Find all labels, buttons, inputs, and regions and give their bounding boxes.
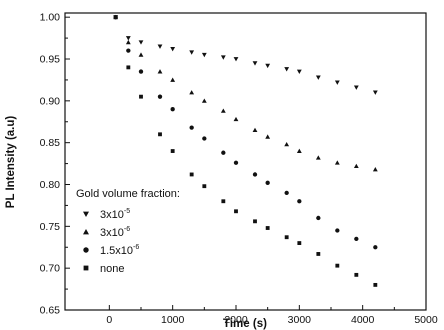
- data-point: [221, 199, 226, 204]
- y-tick-label: 0.85: [40, 137, 61, 149]
- y-tick-label: 1.00: [40, 12, 61, 24]
- data-point: [265, 180, 270, 185]
- y-tick-label: 0.80: [40, 179, 61, 191]
- data-point: [373, 282, 378, 287]
- data-point: [189, 90, 195, 95]
- data-point: [353, 163, 359, 169]
- data-point: [296, 148, 302, 153]
- data-point: [201, 98, 207, 103]
- y-tick-label: 0.90: [40, 95, 61, 107]
- data-markers: [113, 14, 378, 287]
- data-point: [265, 134, 271, 139]
- x-axis-title: Time (s): [223, 318, 267, 330]
- data-point: [284, 141, 290, 147]
- legend-label: none: [100, 263, 124, 275]
- data-point: [170, 77, 176, 82]
- data-point: [202, 184, 207, 189]
- legend-marker: [83, 247, 89, 253]
- data-point: [316, 215, 321, 221]
- data-point: [315, 75, 321, 80]
- data-point: [170, 149, 175, 153]
- data-point: [234, 209, 238, 214]
- data-point: [252, 61, 258, 66]
- legend-marker: [83, 229, 89, 235]
- data-point: [113, 15, 118, 20]
- x-axis: 0 1000 2000 3000 4000 5000: [106, 305, 438, 326]
- data-point: [233, 116, 239, 122]
- data-point: [297, 241, 302, 245]
- data-point: [373, 245, 378, 250]
- data-point: [315, 155, 321, 160]
- x-tick-label: 3000: [288, 314, 312, 326]
- x-tick-label: 5000: [414, 314, 438, 326]
- data-point: [233, 160, 239, 165]
- data-point: [157, 94, 163, 99]
- x-tick-label: 0: [106, 314, 112, 326]
- data-point: [189, 50, 195, 55]
- data-point: [296, 69, 302, 74]
- data-point: [125, 39, 131, 45]
- data-point: [335, 228, 340, 233]
- y-axis-title: PL Intensity (a.u): [5, 116, 17, 209]
- legend: Gold volume fraction: 3x10-5 3x10-6 1.5x10…: [76, 188, 180, 275]
- data-point: [265, 63, 271, 69]
- data-point: [316, 252, 321, 256]
- x-tick-label: 4000: [351, 314, 375, 326]
- data-point: [138, 52, 144, 57]
- data-point: [158, 132, 162, 137]
- legend-label: 3x10-6: [100, 226, 130, 239]
- data-point: [170, 107, 175, 112]
- data-point: [126, 48, 131, 53]
- data-point: [221, 150, 226, 155]
- x-tick-label: 1000: [161, 314, 185, 326]
- legend-label: 3x10-5: [100, 208, 130, 221]
- y-tick-label: 0.95: [40, 54, 61, 66]
- data-point: [189, 172, 194, 177]
- data-point: [233, 57, 239, 62]
- data-point: [334, 80, 340, 85]
- data-point: [354, 272, 359, 277]
- y-axis: 0.65 0.70 0.75 0.80 0.85 0.90 0.95 1.00: [40, 12, 70, 317]
- data-point: [139, 94, 143, 99]
- data-point: [138, 40, 144, 45]
- data-point: [284, 235, 289, 240]
- data-point: [252, 172, 258, 177]
- plot-frame: [64, 12, 427, 311]
- data-point: [220, 55, 226, 60]
- data-point: [372, 90, 378, 95]
- data-point: [201, 52, 207, 58]
- y-tick-label: 0.65: [40, 305, 61, 317]
- data-point: [252, 127, 258, 133]
- data-point: [202, 136, 207, 141]
- data-point: [125, 36, 131, 41]
- y-tick-label: 0.70: [40, 263, 61, 275]
- data-point: [335, 263, 340, 268]
- data-point: [284, 67, 290, 72]
- data-point: [126, 65, 131, 70]
- legend-title: Gold volume fraction:: [76, 188, 180, 200]
- data-point: [170, 47, 176, 52]
- legend-label: 1.5x10-6: [100, 244, 139, 257]
- data-point: [157, 44, 163, 49]
- x-tick-label: 2000: [224, 314, 248, 326]
- legend-marker: [83, 265, 89, 271]
- data-point: [284, 190, 289, 196]
- data-point: [253, 219, 257, 224]
- data-point: [157, 69, 163, 74]
- data-point: [138, 69, 144, 74]
- data-point: [334, 160, 340, 165]
- data-point: [265, 226, 270, 230]
- data-point: [297, 199, 302, 204]
- data-point: [354, 236, 359, 242]
- y-tick-label: 0.75: [40, 221, 61, 233]
- data-point: [372, 167, 378, 172]
- data-point: [189, 125, 194, 130]
- data-point: [220, 108, 226, 113]
- data-point: [353, 85, 359, 90]
- legend-marker: [83, 211, 89, 217]
